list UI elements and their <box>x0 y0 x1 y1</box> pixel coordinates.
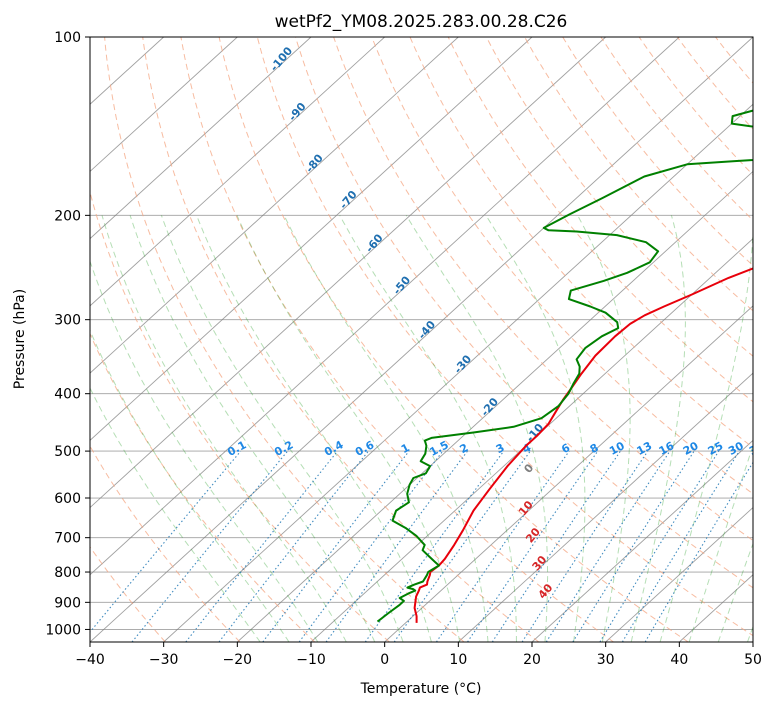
mixing-ratio-label: 10 <box>607 439 627 458</box>
dry-adiabat-line <box>256 37 753 637</box>
moist-adiabat-line <box>630 215 686 642</box>
moist-adiabat-line <box>101 215 347 642</box>
isotherm-line <box>531 439 753 642</box>
mixing-ratio-line <box>572 450 695 642</box>
dry-adiabat-line <box>180 37 614 642</box>
isotherm-line <box>90 37 459 374</box>
isotherm-line <box>163 103 753 642</box>
isotherm-line <box>90 37 312 240</box>
x-tick-label: −40 <box>75 652 105 668</box>
y-tick-label: 1000 <box>45 622 81 638</box>
x-tick-label: 50 <box>744 652 762 668</box>
y-tick-label: 800 <box>54 565 81 581</box>
y-axis-label: Pressure (hPa) <box>12 289 28 389</box>
isotherm-line <box>90 37 680 576</box>
isotherm-line <box>458 372 753 642</box>
isotherm-line <box>90 37 753 642</box>
x-tick-label: 10 <box>449 652 467 668</box>
y-tick-label: 500 <box>54 444 81 460</box>
isotherm-line <box>90 37 606 509</box>
moist-adiabat-line <box>339 215 517 642</box>
isotherm-line <box>384 305 753 642</box>
y-tick-label: 100 <box>54 30 81 46</box>
moist-adiabat-line <box>160 215 404 642</box>
isotherm-line <box>90 37 238 173</box>
mixing-ratio-label: 16 <box>657 439 677 458</box>
chart-title: wetPf2_YM08.2025.283.00.28.C26 <box>275 12 568 32</box>
moist-adiabat-line <box>129 215 376 642</box>
reference-lines <box>90 37 753 642</box>
mixing-ratio-line <box>131 450 289 642</box>
x-tick-label: 0 <box>380 652 389 668</box>
y-tick-label: 700 <box>54 531 81 547</box>
mixing-ratio-line <box>185 450 339 642</box>
dry-adiabat-line <box>295 37 753 589</box>
mixing-ratio-line <box>599 450 720 642</box>
x-tick-label: 20 <box>523 652 541 668</box>
y-tick-label: 900 <box>54 595 81 611</box>
moist-adiabat-line <box>90 259 319 642</box>
dry-adiabat-line <box>409 37 753 449</box>
isotherm-line <box>90 37 385 307</box>
moist-adiabat-line <box>236 215 461 642</box>
moist-adiabat-line <box>485 215 586 642</box>
dry-adiabat-line <box>104 37 465 642</box>
y-tick-label: 300 <box>54 313 81 329</box>
moist-adiabat-line <box>90 387 261 642</box>
mixing-ratio-line <box>644 461 753 642</box>
x-tick-label: 40 <box>670 652 688 668</box>
mixing-ratio-line <box>393 450 531 642</box>
mixing-ratio-label: 25 <box>706 439 726 458</box>
y-tick-label: 600 <box>54 491 81 507</box>
y-tick-label: 200 <box>54 208 81 224</box>
mixing-ratio-line <box>545 450 671 642</box>
x-tick-label: −10 <box>296 652 326 668</box>
axes: −40 −30 −20 −10 0 10 20 30 40 50 1000 900 800 700 600 5… <box>45 30 762 668</box>
x-tick-label: 30 <box>597 652 615 668</box>
mixing-ratio-line <box>262 450 410 642</box>
mixing-ratio-label: 20 <box>681 439 701 458</box>
mixing-ratio-line <box>467 450 599 642</box>
moist-adiabat-line <box>688 444 753 642</box>
moist-adiabat-line <box>196 215 432 642</box>
sounding-profiles <box>376 109 753 623</box>
dry-adiabat-line <box>485 37 753 357</box>
x-tick-label: −20 <box>223 652 253 668</box>
moist-adiabat-line <box>405 215 549 642</box>
dry-adiabat-line <box>562 37 753 267</box>
moist-adiabat-line <box>577 215 631 642</box>
dewpoint-profile-line <box>376 109 753 623</box>
isotherm-line <box>237 170 753 642</box>
mixing-ratio-line <box>621 450 740 642</box>
dry-adiabat-line <box>90 190 390 642</box>
isotherm-line <box>605 506 753 642</box>
mixing-ratio-line <box>364 450 505 642</box>
mixing-ratio-label: 30 <box>726 439 746 458</box>
y-tick-label: 400 <box>54 387 81 403</box>
mixing-ratio-label: 13 <box>635 439 655 458</box>
dry-adiabat-line <box>638 37 753 176</box>
dry-adiabat-line <box>333 37 753 542</box>
isotherm-line <box>90 37 533 441</box>
x-axis-label: Temperature (°C) <box>360 681 482 697</box>
mixing-ratio-line <box>90 450 242 633</box>
mixing-ratio-label: 36 <box>747 439 767 458</box>
plot-frame <box>89 36 754 643</box>
dry-adiabat-line <box>90 445 241 642</box>
temperature-profile-line <box>413 267 753 623</box>
x-tick-label: −30 <box>149 652 179 668</box>
mixing-ratio-line <box>218 450 369 642</box>
dry-adiabat-line <box>371 37 753 495</box>
